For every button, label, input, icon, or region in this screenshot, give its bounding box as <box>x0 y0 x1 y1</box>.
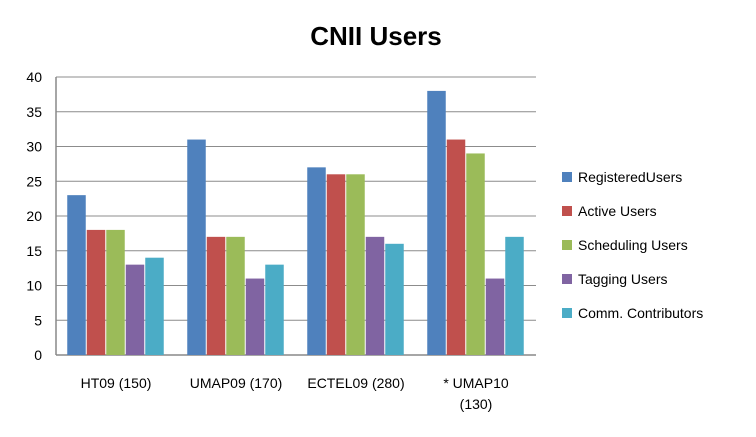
x-axis: HT09 (150) UMAP09 (170) ECTEL09 (280) * UMA… <box>81 375 509 412</box>
x-category-label: HT09 (150) <box>81 375 152 391</box>
bar <box>427 90 446 356</box>
legend-swatch <box>562 240 572 250</box>
bar <box>505 236 524 355</box>
x-category-label: UMAP09 (170) <box>190 375 283 391</box>
bars <box>67 90 524 356</box>
bar <box>326 174 346 355</box>
y-axis: 0 5 10 15 20 25 30 35 40 <box>26 69 57 363</box>
bar <box>106 229 125 355</box>
y-tick-label: 15 <box>26 243 42 259</box>
bar <box>67 195 86 355</box>
y-tick-label: 35 <box>26 104 42 120</box>
bar <box>485 278 505 355</box>
legend-swatch <box>562 308 572 318</box>
bar <box>187 139 206 355</box>
bar <box>245 278 265 355</box>
bar <box>466 153 485 355</box>
legend-label: Scheduling Users <box>578 237 688 253</box>
legend: RegisteredUsers Active Users Scheduling Us… <box>562 169 703 321</box>
x-category-label: (130) <box>460 396 493 412</box>
bar <box>385 243 404 355</box>
legend-label: RegisteredUsers <box>578 169 682 185</box>
bar <box>125 264 145 355</box>
y-tick-label: 25 <box>26 173 42 189</box>
bar <box>226 236 245 355</box>
bar <box>365 236 385 355</box>
bar <box>446 139 466 355</box>
bar <box>265 264 284 355</box>
bar <box>206 236 226 355</box>
y-tick-label: 20 <box>26 208 42 224</box>
bar <box>86 229 106 355</box>
y-tick-label: 30 <box>26 139 42 155</box>
x-category-label: * UMAP10 <box>443 375 509 391</box>
y-tick-label: 40 <box>26 69 42 85</box>
x-category-label: ECTEL09 (280) <box>307 375 404 391</box>
bar <box>145 257 164 355</box>
legend-label: Tagging Users <box>578 271 668 287</box>
legend-swatch <box>562 274 572 284</box>
y-tick-label: 0 <box>34 347 42 363</box>
legend-label: Active Users <box>578 203 657 219</box>
chart-title: CNII Users <box>310 21 442 51</box>
y-tick-label: 5 <box>34 312 42 328</box>
y-tick-label: 10 <box>26 278 42 294</box>
bar <box>307 167 326 355</box>
bar <box>346 174 365 355</box>
legend-label: Comm. Contributors <box>578 305 703 321</box>
legend-swatch <box>562 172 572 182</box>
legend-swatch <box>562 206 572 216</box>
